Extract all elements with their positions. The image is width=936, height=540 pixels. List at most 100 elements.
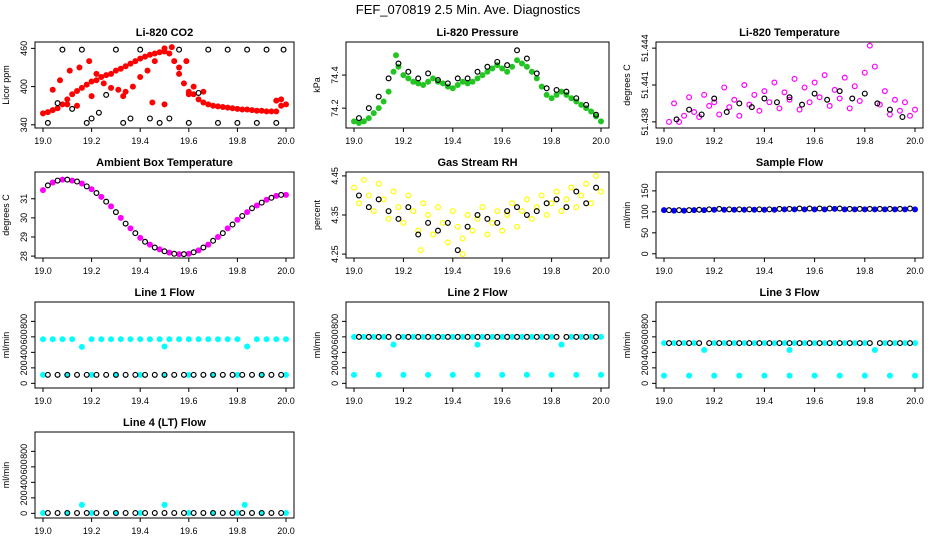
- data-point: [434, 77, 441, 84]
- data-point: [866, 205, 873, 212]
- data-point: [533, 333, 540, 340]
- data-point: [806, 340, 813, 347]
- plot-frame: [34, 171, 295, 259]
- data-point: [861, 69, 868, 76]
- data-point: [836, 205, 843, 212]
- data-point: [278, 371, 285, 378]
- x-tick-label: 19.8: [856, 136, 874, 146]
- y-tick-label: 0: [640, 251, 650, 256]
- data-point: [39, 509, 46, 516]
- data-point: [896, 205, 903, 212]
- data-point: [891, 340, 898, 347]
- data-point: [410, 333, 417, 340]
- data-point: [756, 340, 763, 347]
- data-point: [786, 94, 793, 101]
- data-point: [523, 63, 530, 70]
- data-point: [771, 79, 778, 86]
- data-point: [405, 68, 412, 75]
- data-point: [836, 88, 843, 95]
- data-point: [597, 188, 604, 195]
- x-tick-label: 19.2: [705, 136, 723, 146]
- data-point: [283, 509, 290, 516]
- data-point: [375, 180, 382, 187]
- data-point: [543, 212, 550, 219]
- data-point: [161, 248, 168, 255]
- data-point: [811, 206, 818, 213]
- data-point: [449, 333, 456, 340]
- data-point: [553, 188, 560, 195]
- data-point: [59, 176, 66, 183]
- data-point: [244, 209, 251, 216]
- data-point: [861, 206, 868, 213]
- plot-frame: [655, 171, 924, 259]
- data-point: [156, 49, 163, 56]
- chart-pressure: Li-820 Pressure kPa 19.0 19.2 19.4 19.6 19.8 20…: [312, 27, 610, 146]
- data-point: [205, 241, 212, 248]
- data-point: [49, 336, 56, 343]
- data-point: [856, 205, 863, 212]
- data-point: [711, 95, 718, 102]
- data-point: [185, 371, 192, 378]
- x-tick-label: 19.8: [229, 266, 247, 276]
- data-point: [112, 371, 119, 378]
- data-point: [846, 340, 853, 347]
- data-point: [214, 233, 221, 240]
- data-point: [841, 206, 848, 213]
- data-point: [464, 333, 471, 340]
- data-point: [533, 208, 540, 215]
- data-point: [39, 371, 46, 378]
- data-point: [736, 340, 743, 347]
- y-axis-label: degrees C: [1, 194, 11, 236]
- x-tick-label: 19.6: [806, 136, 824, 146]
- data-point: [459, 235, 466, 242]
- data-point: [49, 86, 56, 93]
- data-point: [484, 63, 491, 70]
- x-tick-label: 19.0: [34, 266, 52, 276]
- data-point: [826, 205, 833, 212]
- data-point: [861, 340, 868, 347]
- data-point: [151, 58, 158, 65]
- y-axis-label: Licor ppm: [1, 65, 11, 105]
- y-tick-label: 74.2: [330, 99, 340, 117]
- data-point: [821, 340, 828, 347]
- data-point: [681, 112, 688, 119]
- data-point: [185, 336, 192, 343]
- data-point: [528, 68, 535, 75]
- series-line1-reference: [44, 371, 285, 378]
- data-point: [597, 371, 604, 378]
- x-tick-label: 19.4: [131, 136, 149, 146]
- data-point: [268, 371, 275, 378]
- y-tick-label: 800: [330, 314, 340, 329]
- data-point: [701, 347, 708, 354]
- y-tick-label: 29: [19, 232, 29, 242]
- data-point: [375, 93, 382, 100]
- x-tick-label: 19.2: [395, 266, 413, 276]
- data-point: [78, 343, 85, 350]
- data-point: [856, 97, 863, 104]
- data-point: [88, 78, 95, 85]
- data-point: [365, 333, 372, 340]
- data-point: [671, 207, 678, 214]
- data-point: [538, 192, 545, 199]
- y-tick-label: 30: [19, 213, 29, 223]
- data-point: [400, 371, 407, 378]
- y-axis-label: ml/min: [1, 332, 11, 359]
- data-point: [392, 52, 399, 59]
- x-tick-label: 19.0: [34, 526, 52, 536]
- data-point: [229, 509, 236, 516]
- data-point: [509, 63, 516, 70]
- y-tick-label: 4.45: [330, 167, 340, 185]
- data-point: [811, 79, 818, 86]
- data-point: [474, 75, 481, 82]
- y-tick-label: 150: [640, 183, 650, 198]
- data-point: [469, 227, 476, 234]
- data-point: [151, 509, 158, 516]
- y-tick-label: 400: [19, 475, 29, 490]
- data-point: [64, 509, 71, 516]
- plot-frame: [345, 171, 610, 259]
- data-point: [127, 60, 134, 67]
- y-tick-label: 460: [19, 41, 29, 56]
- data-point: [736, 100, 743, 107]
- data-point: [151, 244, 158, 251]
- data-point: [156, 336, 163, 343]
